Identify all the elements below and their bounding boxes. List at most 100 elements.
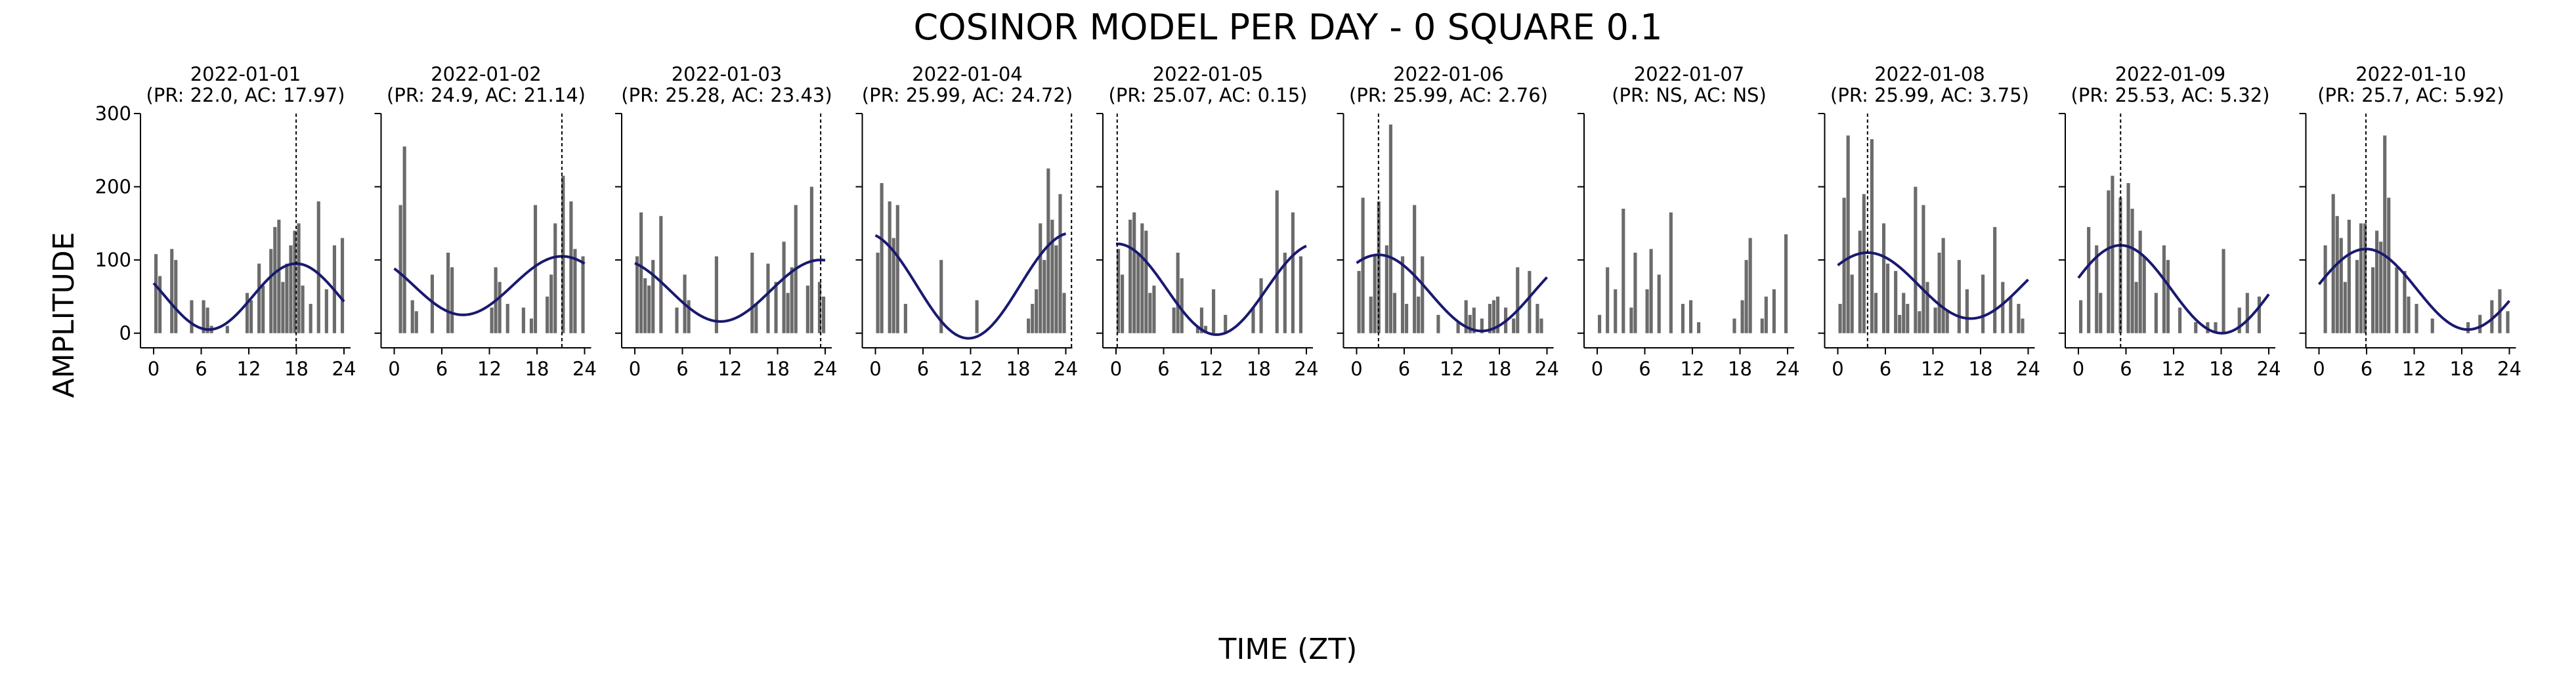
x-tick-label: 18 [2209, 358, 2233, 380]
panel-title-line: (PR: 25.28, AC: 23.43) [621, 84, 832, 106]
bar [2154, 293, 2158, 333]
panel-10: 2022-01-10(PR: 25.7, AC: 5.92) 0 6 12 18 24 [2299, 63, 2522, 380]
bar [1921, 205, 1925, 333]
bar [1472, 307, 1476, 333]
bar [1937, 252, 1941, 333]
bar [1492, 300, 1496, 333]
bar [1993, 226, 1997, 333]
panel-5: 2022-01-05(PR: 25.07, AC: 0.15) 0 6 12 18 24 [1096, 63, 1318, 380]
panel-title-line: 2022-01-09 [2115, 63, 2226, 85]
bar [1669, 212, 1673, 333]
bar [639, 212, 643, 333]
bar [1906, 304, 1910, 333]
bar [1259, 278, 1263, 333]
x-tick-label: 18 [525, 358, 549, 380]
bar [1614, 289, 1618, 333]
bar [1748, 238, 1752, 333]
x-tick-label: 0 [1591, 358, 1603, 380]
bar [1203, 326, 1208, 333]
bar [2415, 304, 2418, 333]
bar [553, 223, 557, 333]
bar [1933, 307, 1937, 333]
bar [1464, 300, 1468, 333]
bar [786, 293, 790, 333]
bar [1039, 223, 1042, 333]
bar [659, 216, 663, 333]
panel-title-line: (PR: 25.99, AC: 24.72) [862, 84, 1073, 106]
x-tick-label: 12 [1681, 358, 1705, 380]
bar [1842, 198, 1846, 333]
bar [2099, 293, 2103, 333]
bar [1945, 311, 1949, 333]
bar [1633, 252, 1637, 333]
bar [766, 263, 770, 333]
bar [450, 267, 454, 333]
bar [301, 285, 305, 333]
bar [1764, 296, 1768, 333]
bar [2001, 282, 2005, 333]
bar [1199, 307, 1204, 333]
x-tick-label: 0 [1110, 358, 1122, 380]
bar [1528, 270, 1532, 333]
bar [805, 285, 809, 333]
bar [2214, 322, 2218, 333]
bar [2079, 300, 2083, 333]
bar [1251, 307, 1255, 333]
bar [561, 175, 565, 333]
bar [1058, 194, 1062, 333]
bar [249, 300, 253, 333]
bar [581, 256, 585, 333]
bar [1657, 274, 1661, 333]
figure-title: COSINOR MODEL PER DAY - 0 SQUARE 0.1 [913, 7, 1662, 48]
bar [1649, 249, 1653, 333]
bar [549, 274, 553, 333]
bar [754, 304, 758, 333]
x-tick-label: 24 [572, 358, 597, 380]
panel-title-line: 2022-01-08 [1874, 63, 1985, 85]
bar [529, 318, 534, 333]
bar [2359, 223, 2363, 333]
bar [2387, 198, 2391, 333]
x-tick-label: 0 [388, 358, 400, 380]
bar [880, 182, 884, 333]
panel-3: 2022-01-03(PR: 25.28, AC: 23.43) 0 6 12 18 24 [615, 63, 837, 380]
bar [1299, 256, 1303, 333]
fit-curve [393, 255, 586, 316]
x-tick-label: 18 [1488, 358, 1512, 380]
bar [1357, 270, 1361, 333]
bar [2403, 270, 2407, 333]
bar [414, 311, 418, 333]
bar [687, 300, 691, 333]
bar [1128, 219, 1132, 333]
bar [1965, 289, 1969, 333]
bar [2017, 304, 2021, 333]
bar [1148, 293, 1152, 333]
bar [2331, 194, 2335, 333]
bar [1874, 293, 1878, 333]
x-tick-label: 12 [2162, 358, 2186, 380]
bar [205, 307, 209, 333]
x-tick-label: 18 [1969, 358, 1993, 380]
bar [1144, 230, 1148, 333]
bar [1042, 260, 1046, 333]
bar [2339, 238, 2343, 333]
bar [2087, 226, 2091, 333]
bar [158, 276, 162, 333]
bar [2178, 307, 2182, 333]
x-tick-label: 24 [2257, 358, 2281, 380]
bar [340, 238, 345, 333]
x-tick-label: 24 [2016, 358, 2040, 380]
bar [1140, 223, 1144, 333]
x-tick-label: 6 [2120, 358, 2132, 380]
bar [521, 307, 525, 333]
bar [1031, 304, 1035, 333]
bar [1858, 230, 1862, 333]
fit-curve [1115, 242, 1307, 336]
bar [269, 249, 273, 333]
bar [2095, 245, 2099, 333]
x-tick-label: 6 [676, 358, 688, 380]
bar [1035, 289, 1039, 333]
bar [281, 282, 285, 333]
panel-title-line: (PR: 25.07, AC: 0.15) [1109, 84, 1308, 106]
bar [1957, 260, 1961, 333]
